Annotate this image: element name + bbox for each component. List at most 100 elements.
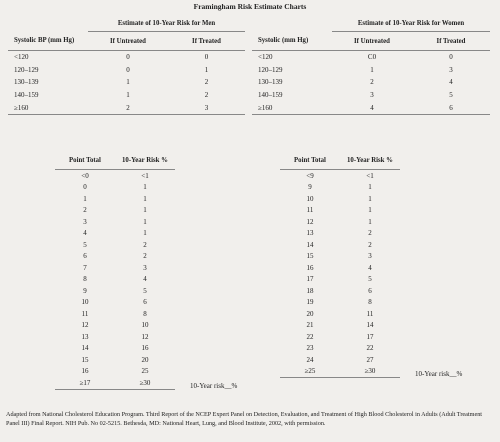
- cell: 1: [126, 78, 130, 87]
- cell: 19: [306, 298, 314, 307]
- column-header: If Untreated: [332, 31, 412, 51]
- cell: 4: [332, 101, 412, 115]
- table: Estimate of 10-Year Risk for Women Systol…: [252, 16, 490, 115]
- cell: 6: [143, 298, 147, 307]
- cell: 1: [143, 206, 147, 215]
- cell: 140–159: [258, 91, 283, 100]
- cell: 14: [81, 344, 89, 353]
- note: 10-Year risk__%: [190, 382, 238, 390]
- cell: 17: [366, 332, 374, 341]
- row: ≥160 4 6: [252, 101, 490, 115]
- cell: 130–139: [14, 78, 39, 87]
- row: <120 0 0: [8, 51, 245, 64]
- cell: 13: [306, 229, 314, 238]
- cell: 6: [412, 101, 490, 115]
- cell: ≥160: [252, 101, 332, 115]
- row: 20 11: [280, 308, 400, 320]
- cell: 24: [306, 355, 314, 364]
- cell: 2: [204, 91, 209, 100]
- row: 120–129 1 3: [252, 64, 490, 77]
- column-header: 10-Year Risk %: [340, 151, 400, 170]
- row: 11 8: [55, 308, 175, 320]
- cell: 5: [83, 240, 87, 249]
- cell: 8: [83, 275, 87, 284]
- column-header: Point Total: [280, 151, 340, 170]
- row: 21 14: [280, 320, 400, 332]
- cell: ≥25: [280, 365, 340, 378]
- row: 140–159 3 5: [252, 89, 490, 102]
- cell: 1: [83, 194, 87, 203]
- cell: 1: [204, 65, 209, 74]
- cell: ≥30: [115, 377, 175, 390]
- cell: 0: [204, 53, 209, 62]
- cell: 5: [449, 91, 453, 100]
- cell: 0: [449, 53, 453, 62]
- cell: 4: [83, 229, 87, 238]
- cell: 3: [449, 65, 453, 74]
- table-heading: Estimate of 10-Year Risk for Women: [332, 16, 490, 32]
- cell: 0: [126, 53, 130, 62]
- cell: 14: [366, 321, 374, 330]
- cell: 10: [141, 321, 149, 330]
- row: 16 4: [280, 262, 400, 274]
- row: 12 1: [280, 216, 400, 228]
- cell: <9: [306, 171, 314, 180]
- cell: 5: [143, 286, 147, 295]
- cell: 0: [126, 65, 130, 74]
- row: 13 12: [55, 331, 175, 343]
- cell: 20: [141, 355, 149, 364]
- cell: 7: [83, 263, 87, 272]
- cell: C0: [367, 53, 377, 62]
- cell: 1: [368, 206, 372, 215]
- cell: <0: [81, 171, 89, 180]
- cell: ≥160: [8, 101, 88, 115]
- cell: 120–129: [258, 65, 283, 74]
- row: 10 1: [280, 193, 400, 205]
- cell: 16: [81, 367, 89, 376]
- cell: 11: [366, 309, 374, 318]
- cell: 3: [168, 101, 245, 115]
- cell: 22: [306, 332, 314, 341]
- row: 15 20: [55, 354, 175, 366]
- cell: 18: [306, 286, 314, 295]
- cell: ≥17: [55, 377, 115, 390]
- cell: 9: [83, 286, 87, 295]
- cell: 6: [83, 252, 87, 261]
- cell: 1: [368, 217, 372, 226]
- cell: 2: [204, 78, 209, 87]
- column-header: Systolic (mm Hg): [252, 31, 332, 51]
- cell: <120: [258, 53, 273, 62]
- cell: 8: [143, 309, 147, 318]
- cell: 6: [368, 286, 372, 295]
- row: <120 C0 0: [252, 51, 490, 64]
- cell: <120: [14, 53, 29, 62]
- cell: 11: [81, 309, 89, 318]
- cell: 1: [143, 217, 147, 226]
- cell: 130–139: [258, 78, 283, 87]
- row: 18 6: [280, 285, 400, 297]
- row: 120–129 0 1: [8, 64, 245, 77]
- header-row: Systolic BP (mm Hg) If Untreated If Treate…: [8, 31, 245, 51]
- cell: 4: [449, 78, 453, 87]
- row: 23 22: [280, 343, 400, 355]
- cell: 20: [306, 309, 314, 318]
- column-header: Point Total: [55, 151, 115, 170]
- row: 16 25: [55, 366, 175, 378]
- heading-row: Estimate of 10-Year Risk for Men: [8, 16, 245, 32]
- row: 13 2: [280, 228, 400, 240]
- cell: 9: [308, 183, 312, 192]
- row: ≥25 ≥30: [280, 365, 400, 378]
- cell: 2: [88, 101, 168, 115]
- title: Framingham Risk Estimate Charts: [193, 2, 307, 11]
- header-row: Point Total 10-Year Risk %: [55, 151, 175, 170]
- column-header: If Untreated: [88, 31, 168, 51]
- cell: 0: [83, 183, 87, 192]
